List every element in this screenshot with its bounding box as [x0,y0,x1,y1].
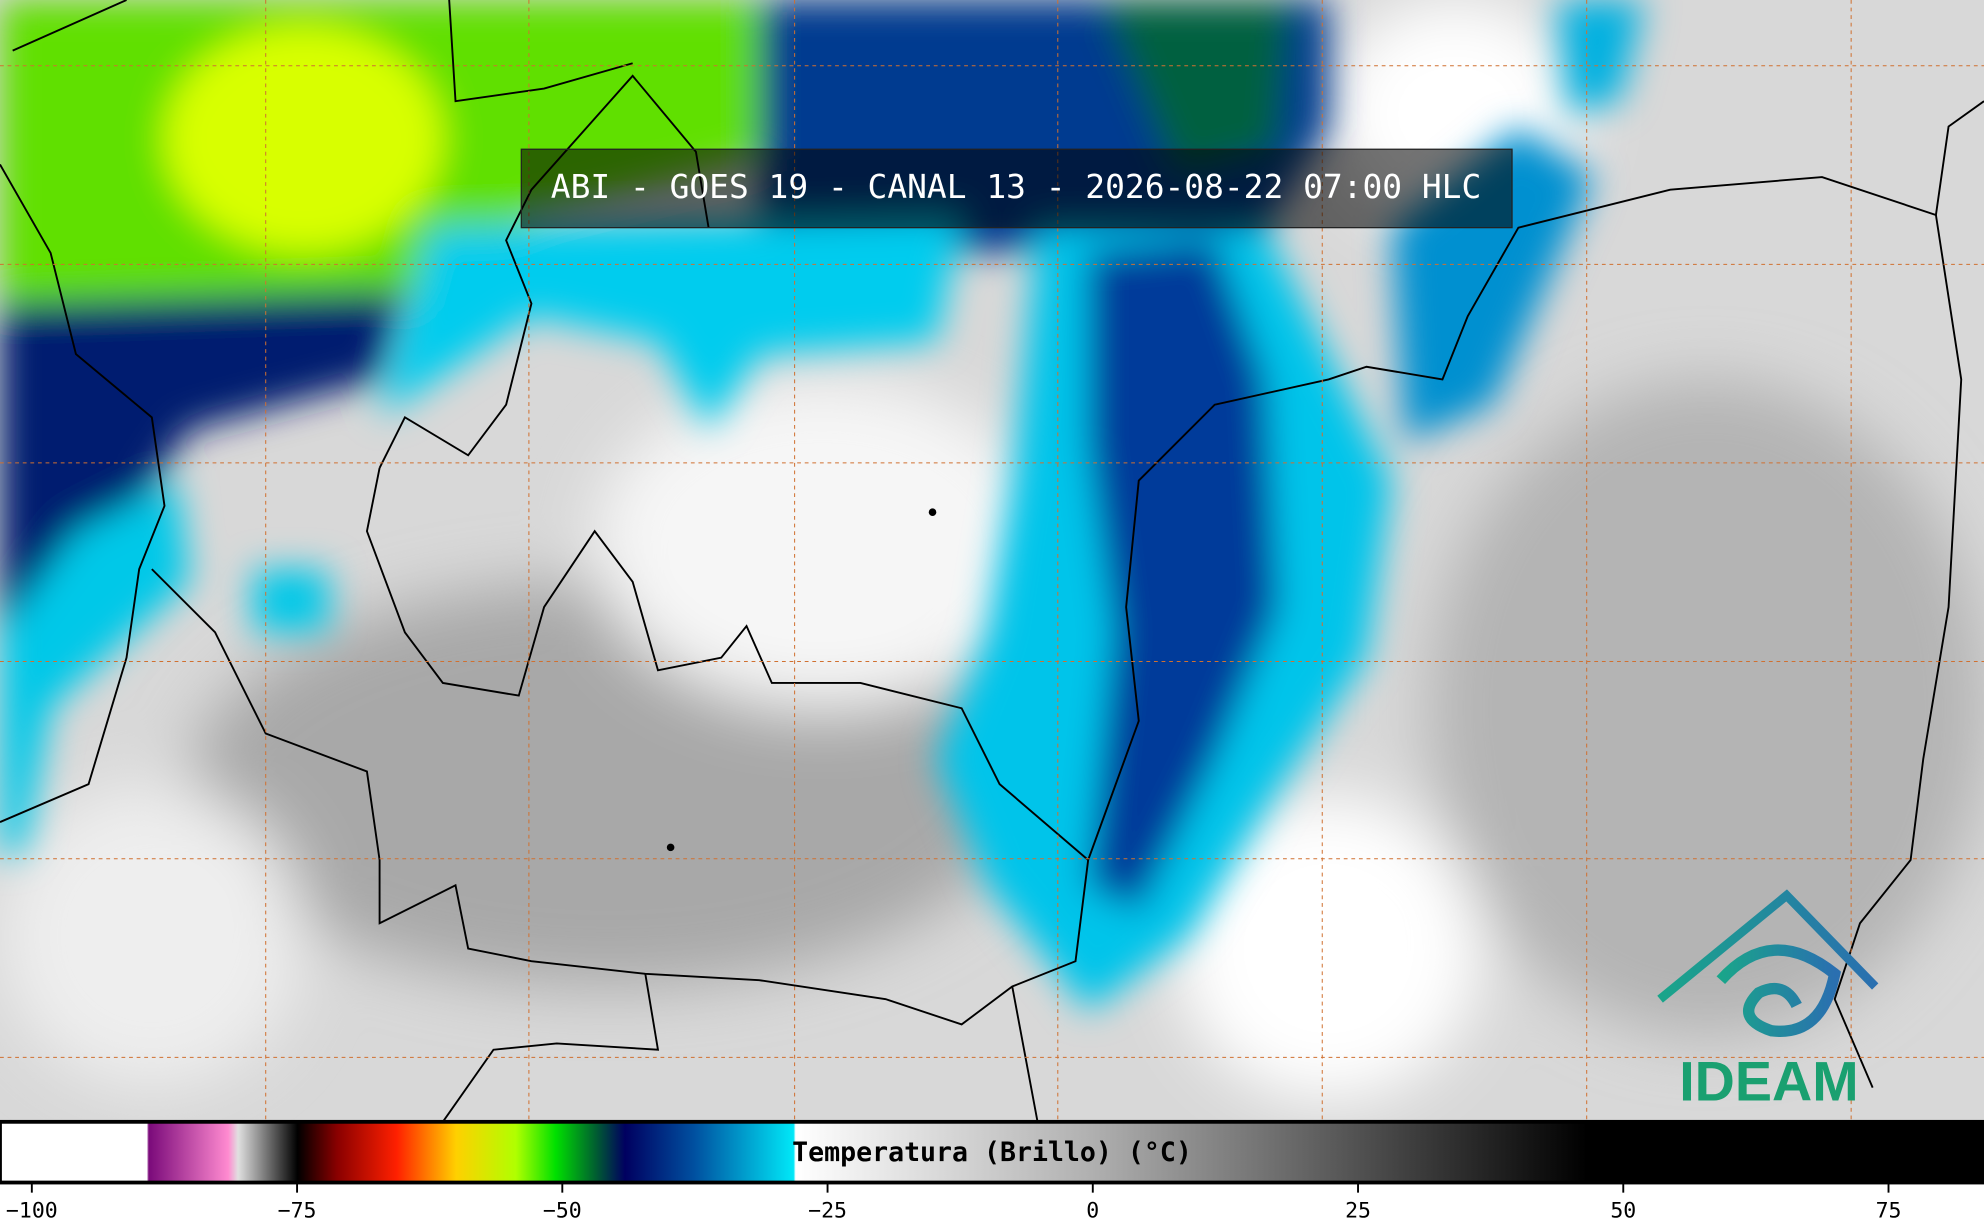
title: ABI - GOES 19 - CANAL 13 - 2026-08-22 07… [551,167,1481,206]
title-box: ABI - GOES 19 - CANAL 13 - 2026-08-22 07… [520,148,1513,229]
city-marker [928,508,937,517]
tick-label: 75 [1876,1199,1902,1223]
logo-text: IDEAM [1679,1050,1858,1112]
tick-label: 0 [1086,1199,1099,1223]
tick-label: −50 [543,1199,582,1223]
colorbar-gradient [0,1119,1984,1185]
tick-label: −25 [808,1199,847,1223]
borders [0,0,1984,1123]
colorbar-label: Temperatura (Brillo) (°C) [792,1137,1192,1168]
tick-label: −75 [278,1199,317,1223]
tick-label: −100 [6,1199,58,1223]
logo: IDEAM [1657,889,1879,1112]
city-marker [666,843,675,852]
tick-label: 50 [1610,1199,1636,1223]
tick-label: 25 [1345,1199,1371,1223]
colorbar: Temperatura (Brillo) (°C) −100 −75 −50 −25 0… [0,1119,1984,1223]
